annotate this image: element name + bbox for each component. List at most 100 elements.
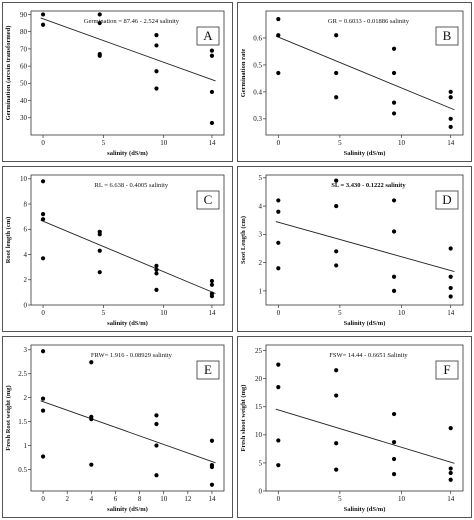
y-tick-label: 3 [24,346,28,354]
data-point [391,274,397,279]
y-tick-label: 0 [259,487,263,495]
regression-line [40,400,216,464]
panel-label: A [203,28,213,43]
x-axis-label: Salinity (dS/m) [344,320,386,327]
data-point [276,70,281,76]
x-axis-label: salinity (dS/m) [107,506,148,513]
data-point [154,267,159,272]
x-axis-label: Salinity (dS/m) [344,506,386,513]
y-tick-label: 0.4 [253,88,262,96]
data-point [209,294,215,299]
data-point [448,466,453,471]
regression-equation: SL = 3.430 - 0.1222 salinity [331,182,406,189]
data-point [209,89,215,95]
x-tick-label: 0 [277,309,281,317]
y-tick-label: 0.6 [253,34,262,42]
data-point [391,111,397,116]
y-tick-label: 1.5 [18,418,27,426]
data-point [154,271,159,276]
data-point [40,349,46,354]
y-tick-label: 6 [24,226,28,234]
data-point [391,46,397,51]
data-point [391,70,397,76]
data-point [154,43,159,48]
data-point [334,249,339,254]
panel-label: B [443,28,452,43]
y-tick-label: 40 [20,97,28,105]
data-point [154,443,159,448]
chart-b: 0 5 10 14 0.3 0.4 0.5 0.6 Salinity (dS/m) Germina… [240,10,464,157]
data-point [448,477,453,482]
y-tick-label: 50 [20,80,28,88]
panel-label: D [442,192,451,207]
data-point [334,393,339,398]
data-point [448,470,453,476]
data-point [209,120,215,126]
y-tick-label: 2 [24,394,28,402]
data-point [40,256,46,261]
data-point [448,285,453,291]
y-axis-label: Germination (arcsin transformed) [5,26,12,121]
data-point [97,53,102,58]
panel-label-box [196,190,220,210]
chart-e: 0 2 4 6 8 10 12 14 0.5 1 1.5 2 2.5 3 salinity (dS/m) Fr… [5,344,225,513]
data-point [40,179,46,184]
x-tick-label: 8 [138,495,142,503]
data-point [209,53,215,58]
data-point [89,462,94,467]
data-point [448,116,453,121]
x-tick-label: 0 [277,495,281,503]
panel-c: 0 5 10 14 0 2 4 6 8 10 salinity (dS/m) Root length … [2,166,233,332]
y-tick-label: 10 [255,431,263,439]
x-tick-label: 5 [338,495,342,503]
data-point [448,274,453,279]
y-tick-label: 0.3 [253,115,262,123]
plot-frame [30,10,225,136]
data-point [89,360,94,365]
data-point [391,100,397,105]
data-point [40,396,46,401]
regression-line [275,35,455,111]
data-point [154,86,159,91]
plot-frame [265,174,464,306]
data-point [334,203,339,209]
x-axis-label: salinity (dS/m) [107,320,148,327]
x-tick-label: 10 [160,495,168,503]
data-point [448,95,453,100]
data-point [209,48,215,53]
data-point [97,248,102,253]
regression-line [40,219,216,294]
plot-frame [30,344,225,492]
data-point [209,438,215,443]
plot-frame [30,174,225,306]
data-point [334,33,339,38]
x-tick-label: 5 [102,309,106,317]
plot-frame [265,344,464,492]
regression-line [275,221,455,273]
data-point [97,20,102,26]
regression-equation: RL = 6.638 - 0.4005 salinity [95,182,169,189]
y-tick-label: 70 [20,45,28,53]
y-axis-label: Root length (cm) [5,217,12,264]
panel-f: 0 5 10 14 0 5 10 15 20 25 Salinity (dS/m) Fresh sho… [237,336,472,518]
data-point [448,89,453,94]
x-tick-label: 14 [447,139,455,147]
data-point [40,22,46,27]
data-point [334,368,339,373]
panel-label-box [196,26,220,46]
data-point [276,438,281,443]
panel-a: 0 5 10 14 30 40 50 60 70 80 90 salinity (dS/m) Germi… [2,2,233,162]
data-point [154,473,159,478]
x-tick-label: 5 [338,139,342,147]
x-tick-label: 6 [114,495,118,503]
x-tick-label: 14 [208,495,216,503]
x-tick-label: 14 [208,309,216,317]
data-point [97,232,102,237]
data-point [334,467,339,472]
y-tick-label: 15 [255,403,263,411]
data-point [391,456,397,462]
x-axis-label: Salinity (dS/m) [344,150,386,157]
x-tick-label: 12 [184,495,192,503]
y-tick-label: 0 [24,301,28,309]
